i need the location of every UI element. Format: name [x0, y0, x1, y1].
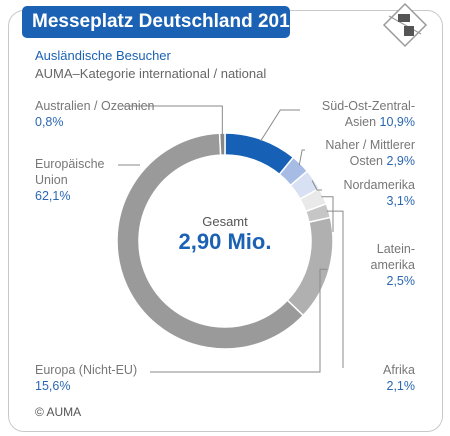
total-label: Gesamt	[202, 214, 248, 229]
label-australien-ozeanien: Australien / Ozeanien 0,8%	[35, 99, 155, 129]
leader-lateinamerika	[321, 196, 334, 232]
leader-sued-ost-zentral-asien	[260, 109, 300, 142]
label-europa-nicht-eu: Europa (Nicht-EU) 15,6%	[35, 363, 138, 393]
leader-europa-nicht-eu	[150, 268, 328, 373]
slice-europaeische-union	[116, 132, 305, 350]
slice-sued-ost-zentral-asien	[224, 132, 295, 176]
leader-afrika	[326, 210, 344, 368]
label-lateinamerika: Latein- amerika 2,5%	[370, 242, 415, 288]
leader-naher-mittlerer-osten	[298, 149, 305, 166]
label-afrika: Afrika 2,1%	[383, 363, 415, 393]
label-europaeische-union: Europäische Union 62,1%	[35, 157, 105, 203]
copyright-text: © AUMA	[35, 405, 82, 419]
chart-subtitle: Ausländische Besucher	[35, 48, 171, 63]
infographic-card	[8, 10, 443, 432]
label-nordamerika: Nordamerika 3,1%	[343, 178, 415, 208]
chart-category-note: AUMA–Kategorie international / national	[35, 66, 267, 81]
leader-nordamerika	[311, 180, 322, 191]
page-title: Messeplatz Deutschland 2018	[22, 6, 300, 38]
slice-australien-ozeanien	[218, 132, 226, 156]
total-value: 2,90 Mio.	[178, 229, 272, 254]
leader-australien-ozeanien	[120, 105, 223, 136]
auma-logo-icon	[382, 2, 428, 48]
label-sued-ost-zentral-asien: Süd-Ost-Zentral- Asien 10,9%	[321, 99, 415, 129]
label-naher-mittlerer-osten: Naher / Mittlerer Osten 2,9%	[325, 138, 415, 168]
